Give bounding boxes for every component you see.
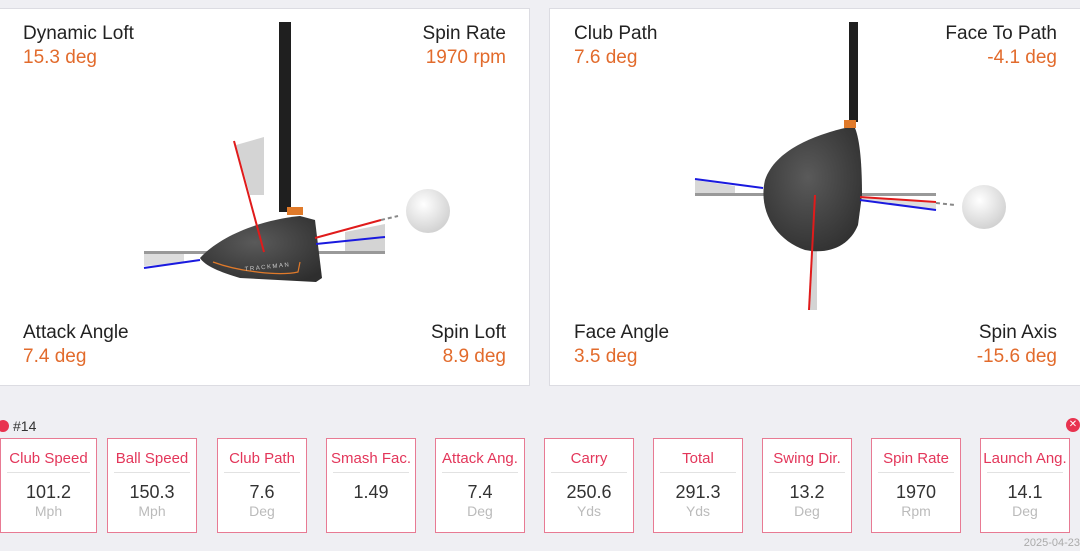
card-value: 101.2 (25, 482, 72, 502)
spin-loft-label: Spin Loft (431, 322, 506, 343)
face-line (859, 196, 937, 203)
club-path-value: 7.6 deg (574, 47, 638, 68)
face-angle-value: 3.5 deg (574, 346, 638, 367)
card-value: 7.4 (467, 482, 493, 502)
card-divider (660, 472, 736, 473)
card-value: 14.1 (1007, 482, 1043, 502)
card-title: Launch Ang. (983, 450, 1067, 467)
shot-date: 2025-04-23 (1023, 537, 1080, 549)
metric-card[interactable]: Swing Dir. 13.2 Deg (762, 438, 852, 533)
loft-wedge (236, 137, 264, 195)
card-title: Carry (570, 450, 608, 467)
metric-card[interactable]: Carry 250.6 Yds (544, 438, 634, 533)
card-divider (333, 472, 409, 473)
card-unit: Deg (467, 503, 493, 519)
spin-axis-line (808, 194, 816, 311)
face-angle-metric: Face Angle 3.5 deg (574, 321, 669, 369)
card-unit: Mph (138, 503, 166, 519)
card-unit: Yds (685, 503, 711, 519)
shot-id: #14 (13, 418, 37, 434)
spin-rate-value: 1970 rpm (425, 47, 506, 68)
card-value: 1.49 (353, 482, 389, 502)
metric-card[interactable]: Launch Ang. 14.1 Deg (980, 438, 1070, 533)
spin-rate-metric: Spin Rate 1970 rpm (423, 22, 506, 70)
attack-path-line (143, 259, 201, 269)
card-value: 13.2 (789, 482, 825, 502)
card-value: 250.6 (566, 482, 612, 502)
card-divider (7, 472, 90, 473)
spin-axis-label: Spin Axis (978, 322, 1057, 343)
card-title: Swing Dir. (773, 450, 841, 467)
spin-axis-value: -15.6 deg (976, 346, 1057, 367)
club-path-line (694, 178, 764, 189)
attack-angle-value: 7.4 deg (23, 346, 87, 367)
card-title: Attack Ang. (442, 450, 518, 467)
dynamic-loft-metric: Dynamic Loft 15.3 deg (23, 22, 134, 70)
card-title: Total (682, 450, 714, 467)
dynamic-loft-line (233, 140, 265, 253)
card-divider (224, 472, 300, 473)
metric-card[interactable]: Club Path 7.6 Deg (217, 438, 307, 533)
card-title: Ball Speed (115, 450, 189, 467)
card-unit: Deg (249, 503, 275, 519)
face-to-path-metric: Face To Path -4.1 deg (945, 22, 1057, 70)
attack-angle-label: Attack Angle (23, 322, 129, 343)
card-value: 1970 (895, 482, 937, 502)
shaft-top (849, 22, 858, 122)
shot-header: #14 (0, 418, 36, 434)
card-unit: Mph (34, 503, 63, 519)
launch-line (314, 219, 382, 239)
card-divider (987, 472, 1063, 473)
close-icon[interactable]: ✕ (1066, 418, 1080, 432)
card-value: 291.3 (675, 482, 721, 502)
golf-ball-top (962, 185, 1006, 229)
shot-marker-icon[interactable] (0, 420, 9, 432)
card-unit: Yds (576, 503, 602, 519)
card-divider (769, 472, 845, 473)
club-head (200, 216, 322, 282)
card-title: Smash Fac. (330, 450, 412, 467)
dynamic-loft-value: 15.3 deg (23, 47, 97, 68)
spin-loft-value: 8.9 deg (442, 346, 506, 367)
dynamic-loft-label: Dynamic Loft (23, 23, 134, 44)
card-divider (114, 472, 190, 473)
card-value: 7.6 (249, 482, 275, 502)
metric-card[interactable]: Ball Speed 150.3 Mph (107, 438, 197, 533)
card-divider (878, 472, 954, 473)
top-view-graphic (694, 22, 1006, 311)
face-to-path-value: -4.1 deg (987, 47, 1057, 68)
card-value: 150.3 (129, 482, 175, 502)
spin-axis-metric: Spin Axis -15.6 deg (977, 321, 1057, 369)
attack-angle-metric: Attack Angle 7.4 deg (23, 321, 129, 369)
club-graphics: TRACKMAN (143, 22, 1006, 311)
face-angle-label: Face Angle (574, 322, 670, 343)
card-unit: Deg (1012, 503, 1038, 519)
metric-card[interactable]: Club Speed 101.2 Mph (0, 438, 97, 533)
card-title: Spin Rate (883, 450, 949, 467)
club-path-label: Club Path (574, 23, 658, 44)
card-unit: Deg (794, 503, 820, 519)
metric-card[interactable]: Total 291.3 Yds (653, 438, 743, 533)
card-unit: Rpm (901, 503, 931, 519)
shaft (279, 22, 291, 212)
spin-rate-label: Spin Rate (422, 23, 506, 44)
club-head-top (763, 128, 862, 252)
face-to-path-label: Face To Path (945, 23, 1057, 44)
club-path-metric: Club Path 7.6 deg (574, 22, 657, 70)
card-divider (442, 472, 518, 473)
metric-card[interactable]: Smash Fac. 1.49 (326, 438, 416, 533)
card-title: Club Path (229, 450, 295, 467)
club-brand-logo: TRACKMAN (245, 262, 291, 273)
card-divider (551, 472, 627, 473)
spin-loft-metric: Spin Loft 8.9 deg (431, 321, 506, 369)
metric-card[interactable]: Attack Ang. 7.4 Deg (435, 438, 525, 533)
ferrule (287, 207, 303, 215)
ground-line-left (144, 251, 214, 254)
golf-ball (406, 189, 450, 233)
ground-line-right (312, 251, 385, 254)
card-title: Club Speed (9, 450, 88, 467)
metric-card[interactable]: Spin Rate 1970 Rpm (871, 438, 961, 533)
side-view-graphic: TRACKMAN (143, 22, 450, 282)
